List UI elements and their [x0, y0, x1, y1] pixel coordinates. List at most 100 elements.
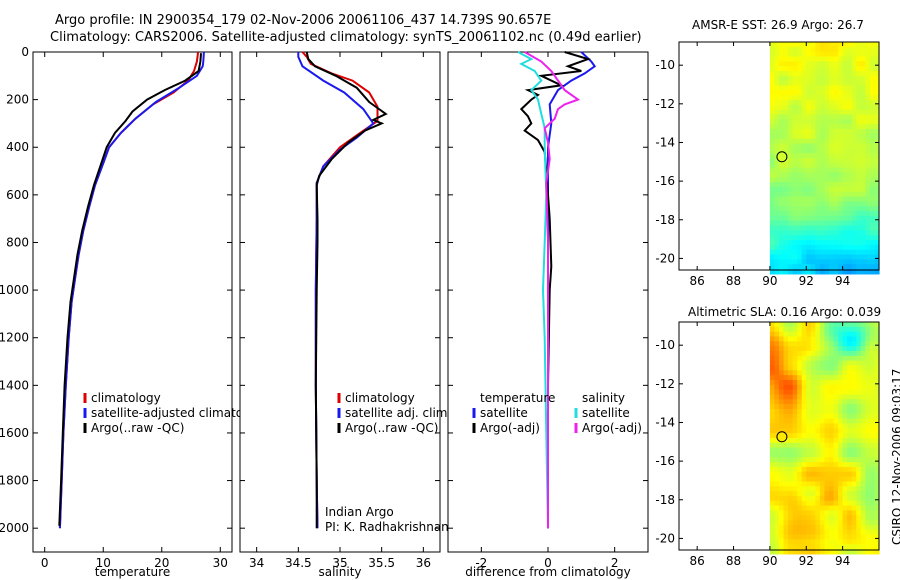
map-cell	[842, 191, 848, 198]
map-cell	[842, 423, 848, 429]
map-cell	[856, 394, 862, 400]
map-cell	[842, 544, 848, 550]
map-cell	[869, 384, 876, 391]
map-cell	[838, 196, 844, 203]
map-cell	[810, 365, 816, 371]
map-cell	[797, 355, 803, 362]
map-cell	[774, 322, 780, 328]
map-cell	[842, 215, 848, 222]
map-cell	[860, 46, 866, 53]
map-cell	[865, 85, 871, 91]
map-cell	[851, 80, 857, 87]
map-cell	[842, 505, 848, 511]
map-cell	[779, 90, 785, 96]
map-cell	[838, 143, 844, 149]
map-cell	[792, 196, 798, 203]
map-cell	[797, 331, 803, 338]
panel-salinity: 34 34.5 35 35.5 36salinityclimatologysatelli…	[239, 51, 451, 579]
map-cell	[783, 471, 789, 478]
map-cell	[819, 46, 826, 53]
map-cell	[774, 119, 780, 125]
map-cell	[869, 128, 876, 135]
map-cell	[838, 85, 844, 91]
map-cell	[810, 235, 816, 241]
map-cell	[860, 539, 866, 545]
map-cell	[806, 124, 812, 130]
map-cell	[769, 375, 776, 381]
map-cell	[856, 196, 862, 203]
map-cell	[842, 389, 848, 396]
map-cell	[801, 114, 807, 120]
map-cell	[801, 365, 807, 371]
map-cell	[824, 240, 830, 246]
map-cell	[847, 90, 853, 96]
map-cell	[851, 119, 857, 125]
map-cell	[792, 370, 798, 376]
map-cell	[792, 215, 798, 222]
map-cell	[769, 56, 776, 62]
map-cell	[847, 433, 853, 439]
map-cell	[847, 215, 853, 222]
map-cell	[869, 326, 876, 333]
map-cell	[824, 128, 830, 135]
map-cell	[847, 143, 853, 149]
map-cell	[806, 95, 812, 101]
map-cell	[851, 486, 857, 492]
map-cell	[774, 75, 780, 82]
map-cell	[792, 220, 798, 227]
map-cell	[788, 433, 794, 439]
map-cell	[801, 42, 807, 48]
map-cell	[833, 544, 839, 550]
map-cell	[824, 379, 830, 386]
map-cell	[833, 437, 839, 444]
map-cell	[806, 143, 812, 149]
map-cell	[833, 201, 839, 207]
map-cell	[801, 481, 807, 487]
map-cell	[783, 235, 789, 241]
map-cell	[874, 42, 880, 48]
x-tick-label: 90	[762, 274, 777, 288]
map-cell	[847, 235, 853, 241]
map-cell	[860, 119, 866, 125]
map-cell	[788, 515, 794, 521]
map-cell	[783, 505, 789, 511]
map-cell	[806, 167, 812, 174]
map-cell	[806, 51, 812, 58]
map-cell	[779, 326, 785, 333]
map-cell	[769, 201, 776, 207]
map-cell	[792, 462, 798, 468]
map-cell	[842, 462, 848, 468]
map-cell	[833, 529, 839, 536]
map-cell	[819, 80, 826, 87]
map-cell	[806, 495, 812, 502]
map-cell	[810, 520, 816, 526]
map-cell	[838, 331, 844, 338]
map-cell	[819, 133, 826, 140]
map-cell	[819, 148, 826, 154]
map-cell	[856, 90, 862, 96]
map-cell	[851, 133, 857, 140]
map-cell	[788, 491, 794, 497]
map-cell	[856, 56, 862, 62]
map-cell	[819, 240, 826, 246]
map-cell	[797, 481, 803, 487]
map-cell	[783, 215, 789, 222]
legend-entry: climatology	[91, 391, 161, 405]
map-cell	[824, 61, 830, 67]
map-cell	[788, 148, 794, 154]
map-cell	[874, 539, 880, 545]
map-cell	[769, 384, 776, 391]
map-cell	[815, 466, 821, 473]
map-cell	[869, 341, 876, 347]
map-cell	[779, 544, 785, 550]
map-cell	[847, 225, 853, 231]
map-cell	[819, 428, 826, 434]
map-cell	[792, 418, 798, 425]
map-cell	[788, 206, 794, 212]
map-cell	[833, 442, 839, 449]
map-cell	[783, 56, 789, 62]
map-cell	[838, 379, 844, 386]
map-cell	[797, 466, 803, 473]
map-cell	[792, 408, 798, 415]
map-cell	[869, 495, 876, 502]
